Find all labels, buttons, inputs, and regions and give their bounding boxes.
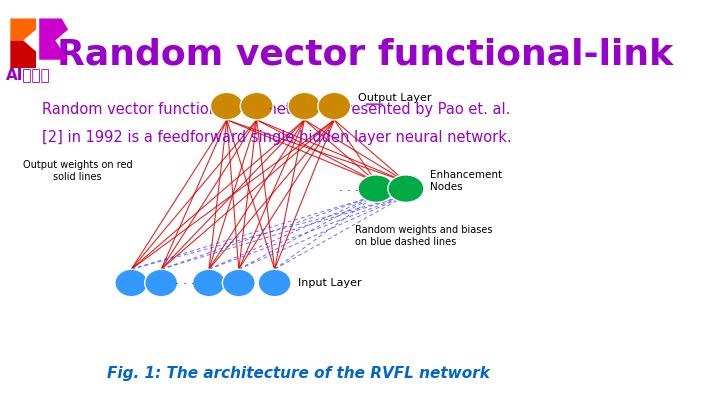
Text: Fig. 1: The architecture of the RVFL network: Fig. 1: The architecture of the RVFL net… xyxy=(107,366,490,381)
Ellipse shape xyxy=(240,92,273,120)
Ellipse shape xyxy=(115,269,148,297)
Ellipse shape xyxy=(288,92,321,120)
Text: Random vector functional-link network  presented by Pao et. al.: Random vector functional-link network pr… xyxy=(42,102,511,117)
Polygon shape xyxy=(10,18,36,40)
Text: Input Layer: Input Layer xyxy=(299,278,362,288)
Ellipse shape xyxy=(318,92,351,120)
Text: . . .: . . . xyxy=(175,274,195,288)
Text: Random weights and biases
on blue dashed lines: Random weights and biases on blue dashed… xyxy=(355,225,493,246)
Ellipse shape xyxy=(222,269,255,297)
Ellipse shape xyxy=(358,175,394,202)
Text: . . .: . . . xyxy=(339,181,359,195)
Text: AI研习社: AI研习社 xyxy=(6,67,51,82)
Ellipse shape xyxy=(145,269,178,297)
Ellipse shape xyxy=(210,92,243,120)
Ellipse shape xyxy=(193,269,225,297)
Polygon shape xyxy=(10,40,36,68)
Polygon shape xyxy=(39,18,68,60)
Ellipse shape xyxy=(388,175,424,202)
Text: Output weights on red
solid lines: Output weights on red solid lines xyxy=(23,160,133,182)
Text: [2] in 1992 is a feedforward single hidden layer neural network.: [2] in 1992 is a feedforward single hidd… xyxy=(42,130,511,145)
Text: . . .: . . . xyxy=(267,99,287,112)
Text: Random vector functional-link: Random vector functional-link xyxy=(57,37,673,72)
Ellipse shape xyxy=(258,269,291,297)
Text: Enhancement
Nodes: Enhancement Nodes xyxy=(430,170,502,191)
Text: Output Layer: Output Layer xyxy=(358,93,431,103)
